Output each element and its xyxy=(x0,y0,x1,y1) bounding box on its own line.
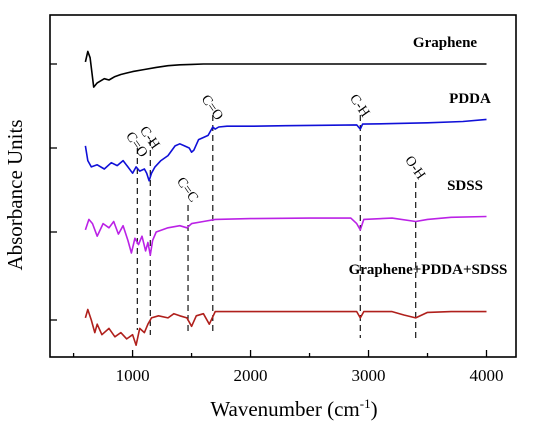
peak-marker-label: O-H xyxy=(401,153,428,182)
x-axis-title-tail: ) xyxy=(371,397,378,421)
x-axis-title-main: Wavenumber (cm xyxy=(210,397,359,421)
x-tick-label: 3000 xyxy=(352,366,386,385)
x-tick-label: 2000 xyxy=(234,366,268,385)
peak-marker-label: C=C xyxy=(173,175,201,205)
series-labels: Graphene PDDA SDSS Graphene+PDDA+SDSS xyxy=(349,35,508,278)
series-label: SDSS xyxy=(447,178,483,194)
y-axis-title: Absorbance Units xyxy=(3,119,27,270)
series-line xyxy=(84,50,487,88)
series-line xyxy=(84,308,487,346)
spectra xyxy=(84,50,487,346)
plot-frame xyxy=(49,14,517,358)
series-label: Graphene+PDDA+SDSS xyxy=(349,262,508,278)
series-label: PDDA xyxy=(449,91,491,107)
x-tick-label: 4000 xyxy=(470,366,504,385)
peak-marker-label: C=O xyxy=(198,92,226,123)
peak-markers: C=OC-HC=CC=O C-HO-H xyxy=(122,92,428,338)
axis-ticks: 1000 2000 3000 4000 xyxy=(50,63,504,385)
peak-marker-label: C-H xyxy=(346,92,372,120)
x-tick-label: 1000 xyxy=(116,366,150,385)
series-label: Graphene xyxy=(413,35,478,51)
series-line xyxy=(84,215,487,256)
x-axis-title: Wavenumber (cm-1) xyxy=(210,396,377,421)
series-line xyxy=(84,118,487,182)
x-axis-title-superscript: -1 xyxy=(360,396,371,411)
